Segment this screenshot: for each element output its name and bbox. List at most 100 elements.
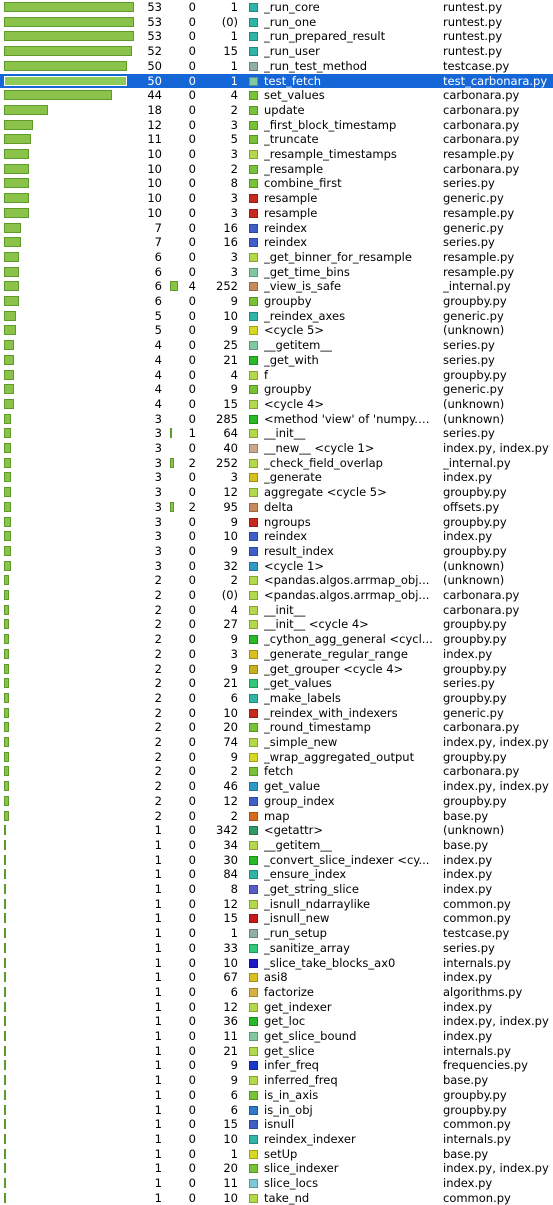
table-row[interactable]: 1 0 8 _get_string_slice index.py: [0, 882, 553, 897]
table-row[interactable]: 1 0 10 _slice_take_blocks_ax0 internals.py: [0, 956, 553, 971]
table-row[interactable]: 2 0 21 _get_values series.py: [0, 676, 553, 691]
table-row[interactable]: 52 0 15 _run_user runtest.py: [0, 44, 553, 59]
table-row[interactable]: 2 0 2 fetch carbonara.py: [0, 764, 553, 779]
table-row[interactable]: 6 0 3 _get_time_bins resample.py: [0, 265, 553, 280]
table-row[interactable]: 1 0 9 inferred_freq base.py: [0, 1073, 553, 1088]
table-row[interactable]: 2 0 3 _generate_regular_range index.py: [0, 647, 553, 662]
calls-count: 10: [223, 1131, 238, 1146]
table-row[interactable]: 4 0 4 f groupby.py: [0, 368, 553, 383]
table-row[interactable]: 1 0 34 __getitem__ base.py: [0, 838, 553, 853]
table-row[interactable]: 1 0 15 isnull common.py: [0, 1117, 553, 1132]
table-row[interactable]: 1 0 15 _isnull_new common.py: [0, 911, 553, 926]
module-color-icon: [249, 252, 258, 262]
table-row[interactable]: 1 0 33 _sanitize_array series.py: [0, 941, 553, 956]
table-row[interactable]: 1 0 67 asi8 index.py: [0, 970, 553, 985]
own-count: 0: [188, 764, 196, 779]
table-row[interactable]: 11 0 5 _truncate carbonara.py: [0, 132, 553, 147]
own-count: 0: [188, 882, 196, 896]
table-row[interactable]: 7 0 16 reindex generic.py: [0, 221, 553, 236]
table-row[interactable]: 4 0 9 groupby generic.py: [0, 382, 553, 397]
table-row[interactable]: 6 4 252 _view_is_safe _internal.py: [0, 279, 553, 294]
table-row[interactable]: 3 0 9 ngroups groupby.py: [0, 515, 553, 530]
table-row[interactable]: 1 0 12 _isnull_ndarraylike common.py: [0, 897, 553, 912]
table-row[interactable]: 3 0 285 <method 'view' of 'numpy.n... (unkno…: [0, 412, 553, 427]
cumulative-count: 4: [154, 396, 162, 411]
table-row[interactable]: 1 0 6 is_in_axis groupby.py: [0, 1088, 553, 1103]
table-row[interactable]: 3 0 9 result_index groupby.py: [0, 544, 553, 559]
table-row[interactable]: 4 0 15 <cycle 4> (unknown): [0, 397, 553, 412]
table-row[interactable]: 2 0 9 _get_grouper <cycle 4> groupby.py: [0, 662, 553, 677]
table-row[interactable]: 2 0 9 _cython_agg_general <cycl... groupby.p…: [0, 632, 553, 647]
table-row[interactable]: 3 2 95 delta offsets.py: [0, 500, 553, 515]
table-row[interactable]: 3 0 3 _generate index.py: [0, 470, 553, 485]
function-name: _isnull_ndarraylike: [264, 896, 371, 911]
own-count: 0: [188, 470, 196, 485]
table-row[interactable]: 2 0 27 __init__ <cycle 4> groupby.py: [0, 617, 553, 632]
table-row[interactable]: 3 0 32 <cycle 1> (unknown): [0, 559, 553, 574]
table-row[interactable]: 53 0 1 _run_core runtest.py: [0, 0, 553, 15]
table-row[interactable]: 50 0 1 _run_test_method testcase.py: [0, 59, 553, 74]
table-row[interactable]: 6 0 3 _get_binner_for_resample resample.py: [0, 250, 553, 265]
table-row[interactable]: 3 0 40 __new__ <cycle 1> index.py, index.py: [0, 441, 553, 456]
table-row[interactable]: 1 0 9 infer_freq frequencies.py: [0, 1058, 553, 1073]
table-row[interactable]: 2 0 46 get_value index.py, index.py: [0, 779, 553, 794]
table-row[interactable]: 2 0 2 <pandas.algos.arrmap_obj... (unknown): [0, 573, 553, 588]
table-row[interactable]: 1 0 30 _convert_slice_indexer <cy... index.p…: [0, 853, 553, 868]
table-row[interactable]: 4 0 25 __getitem__ series.py: [0, 338, 553, 353]
table-row[interactable]: 1 0 84 _ensure_index index.py: [0, 867, 553, 882]
table-row[interactable]: 3 1 64 __init__ series.py: [0, 426, 553, 441]
table-row[interactable]: 10 0 8 combine_first series.py: [0, 176, 553, 191]
table-row[interactable]: 7 0 16 reindex series.py: [0, 235, 553, 250]
table-row[interactable]: 1 0 6 factorize algorithms.py: [0, 985, 553, 1000]
table-row[interactable]: 1 0 342 <getattr> (unknown): [0, 823, 553, 838]
table-row[interactable]: 1 0 11 slice_locs index.py: [0, 1176, 553, 1191]
table-row[interactable]: 2 0 6 _make_labels groupby.py: [0, 691, 553, 706]
table-row[interactable]: 1 0 11 get_slice_bound index.py: [0, 1029, 553, 1044]
table-row[interactable]: 50 0 1 test_fetch test_carbonara.py: [0, 73, 553, 89]
table-row[interactable]: 3 2 252 _check_field_overlap _internal.py: [0, 456, 553, 471]
table-row[interactable]: 1 0 1 _run_setup testcase.py: [0, 926, 553, 941]
cumulative-bar: [4, 340, 14, 351]
table-row[interactable]: 18 0 2 update carbonara.py: [0, 103, 553, 118]
module-color-icon: [249, 679, 258, 689]
table-row[interactable]: 1 0 6 is_in_obj groupby.py: [0, 1103, 553, 1118]
cumulative-count: 2: [154, 793, 162, 808]
table-row[interactable]: 44 0 4 set_values carbonara.py: [0, 88, 553, 103]
cumulative-count: 3: [154, 441, 162, 455]
table-row[interactable]: 53 0 1 _run_prepared_result runtest.py: [0, 29, 553, 44]
cumulative-count: 1: [154, 999, 162, 1014]
cumulative-bar: [4, 722, 9, 733]
cumulative-count: 5: [154, 323, 162, 338]
table-row[interactable]: 1 0 36 get_loc index.py, index.py: [0, 1014, 553, 1029]
table-row[interactable]: 2 0 (0) <pandas.algos.arrmap_obj... carbonar…: [0, 588, 553, 603]
table-row[interactable]: 5 0 9 <cycle 5> (unknown): [0, 323, 553, 338]
table-row[interactable]: 12 0 3 _first_block_timestamp carbonara.py: [0, 118, 553, 133]
table-row[interactable]: 53 0 (0) _run_one runtest.py: [0, 15, 553, 30]
table-row[interactable]: 10 0 3 resample resample.py: [0, 206, 553, 221]
table-row[interactable]: 10 0 3 resample generic.py: [0, 191, 553, 206]
table-row[interactable]: 2 0 2 map base.py: [0, 809, 553, 824]
table-row[interactable]: 4 0 21 _get_with series.py: [0, 353, 553, 368]
table-row[interactable]: 1 0 10 reindex_indexer internals.py: [0, 1132, 553, 1147]
table-row[interactable]: 2 0 20 _round_timestamp carbonara.py: [0, 720, 553, 735]
own-count: 0: [188, 573, 196, 588]
cumulative-bar: [4, 16, 134, 27]
table-row[interactable]: 6 0 9 groupby groupby.py: [0, 294, 553, 309]
table-row[interactable]: 1 0 10 take_nd common.py: [0, 1191, 553, 1205]
table-row[interactable]: 2 0 12 group_index groupby.py: [0, 794, 553, 809]
table-row[interactable]: 2 0 4 __init__ carbonara.py: [0, 603, 553, 618]
table-row[interactable]: 1 0 12 get_indexer index.py: [0, 1000, 553, 1015]
table-row[interactable]: 5 0 10 _reindex_axes generic.py: [0, 309, 553, 324]
table-row[interactable]: 1 0 1 setUp base.py: [0, 1147, 553, 1162]
table-row[interactable]: 2 0 74 _simple_new index.py, index.py: [0, 735, 553, 750]
table-row[interactable]: 10 0 2 _resample carbonara.py: [0, 162, 553, 177]
table-row[interactable]: 1 0 20 slice_indexer index.py, index.py: [0, 1161, 553, 1176]
table-row[interactable]: 1 0 21 get_slice internals.py: [0, 1044, 553, 1059]
table-row[interactable]: 2 0 9 _wrap_aggregated_output groupby.py: [0, 750, 553, 765]
table-row[interactable]: 2 0 10 _reindex_with_indexers generic.py: [0, 706, 553, 721]
table-row[interactable]: 3 0 10 reindex index.py: [0, 529, 553, 544]
table-row[interactable]: 3 0 12 aggregate <cycle 5> groupby.py: [0, 485, 553, 500]
cumulative-bar: [4, 707, 9, 718]
table-row[interactable]: 10 0 3 _resample_timestamps resample.py: [0, 147, 553, 162]
function-name: delta: [264, 499, 294, 514]
